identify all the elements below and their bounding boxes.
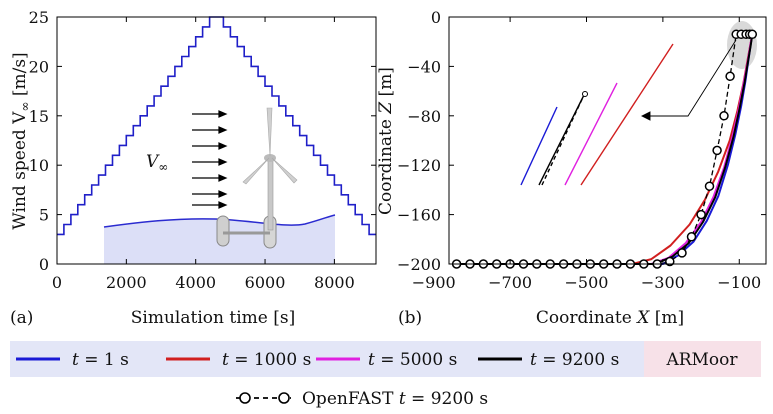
zoom-inset-lines: [520, 43, 674, 186]
openfast-marker: [686, 232, 697, 242]
inset-wind-label: V∞: [146, 152, 168, 174]
openfast-marker: [696, 209, 706, 220]
legend-label: t = 1 s: [72, 350, 129, 370]
x-tick-label-a: 2000: [106, 273, 147, 292]
x-axis-label-a: Simulation time [s]: [131, 308, 295, 328]
axes-a-ticks: 0 2000 4000 6000 8000 0 5 10 15 20 25: [29, 8, 376, 292]
x-tick-label-b: −100: [717, 273, 761, 292]
openfast-marker: [704, 181, 715, 191]
openfast-marker: [725, 71, 735, 82]
y-tick-label-b: −160: [397, 206, 441, 225]
legend-label: t = 1000 s: [222, 350, 311, 370]
panel-label-b: (b): [398, 308, 422, 328]
legend: t = 1 s t = 1000 s t = 5000 s t = 9200 s…: [10, 341, 761, 409]
y-tick-label-b: −200: [397, 255, 441, 274]
x-axis-label-b: Coordinate X [m]: [536, 308, 684, 328]
panel-a: V∞ 0 2000 4000 6000 8000 0 5 10 15 20 25 Simulatio…: [10, 8, 377, 328]
openfast-marker: [712, 145, 722, 156]
axes-a-frame: [56, 16, 377, 265]
legend-item-openfast: OpenFAST t = 9200 s: [236, 389, 488, 409]
openfast-marker: [747, 29, 758, 40]
y-tick-label-a: 20: [29, 57, 49, 76]
x-tick-label-a: 8000: [314, 273, 355, 292]
callout-arrow: [640, 39, 737, 121]
legend-item-t5000: t = 5000 s: [316, 350, 457, 370]
x-tick-label-b: −300: [641, 273, 685, 292]
sea-surface-line: [103, 214, 336, 228]
y-tick-label-a: 15: [29, 107, 49, 126]
wind-turbine-icon: [216, 107, 298, 249]
y-tick-label-a: 25: [29, 8, 49, 27]
legend-item-t1: t = 1 s: [16, 350, 129, 370]
legend-label: t = 9200 s: [530, 350, 619, 370]
legend-marker: [239, 392, 251, 404]
legend-label: t = 5000 s: [368, 350, 457, 370]
openfast-marker: [677, 248, 687, 258]
x-tick-label-a: 6000: [245, 273, 286, 292]
panel-b: −900 −700 −500 −300 −1000−40−80−120−160−200 …: [376, 8, 767, 328]
legend-item-t1000: t = 1000 s: [166, 350, 311, 370]
x-tick-label-a: 0: [52, 273, 62, 292]
x-tick-label-a: 4000: [175, 273, 216, 292]
y-axis-label-a: Wind speed V∞ [m/s]: [10, 52, 32, 229]
x-tick-label-b: −500: [565, 273, 609, 292]
wind-speed-line: [57, 16, 376, 236]
y-tick-label-b: 0: [431, 8, 441, 27]
wind-arrows: [192, 110, 228, 209]
axes-b-frame: [448, 16, 767, 265]
legend-item-t9200: t = 9200 s: [478, 350, 619, 370]
legend-marker: [278, 392, 290, 404]
series-line: [456, 34, 754, 265]
zoom-highlight: [727, 21, 757, 69]
y-tick-label-b: −120: [397, 156, 441, 175]
y-axis-label-b: Coordinate Z [m]: [376, 67, 396, 215]
y-tick-label-a: 10: [29, 156, 49, 175]
y-tick-label-b: −40: [407, 57, 441, 76]
y-tick-label-b: −80: [407, 107, 441, 126]
armoor-label: ARMoor: [665, 350, 738, 370]
legend-label: OpenFAST t = 9200 s: [302, 389, 488, 409]
axes-b-ticks: −900 −700 −500 −300 −100 0 −40 −80 −120 −160 −200: [397, 8, 766, 292]
x-tick-label-b: −900: [412, 273, 456, 292]
x-tick-label-b: −700: [488, 273, 532, 292]
openfast-marker: [719, 111, 729, 121]
y-tick-label-a: 0: [39, 255, 49, 274]
armoor-box: [644, 341, 761, 377]
panel-label-a: (a): [10, 308, 33, 328]
y-tick-label-a: 5: [39, 206, 49, 225]
